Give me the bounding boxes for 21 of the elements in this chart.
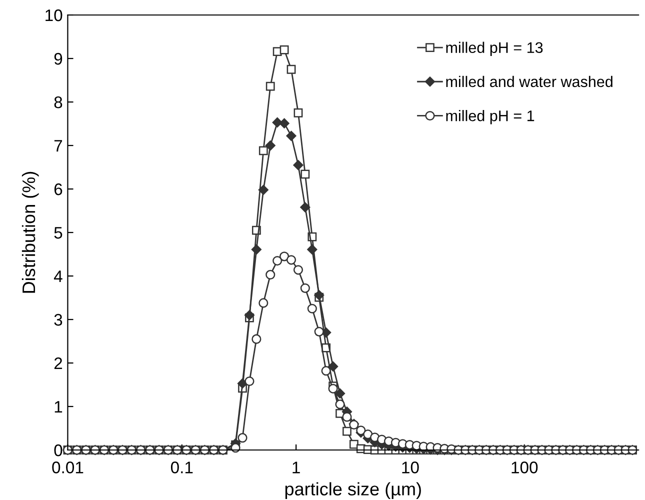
x-tick-label: 0.01 xyxy=(52,462,84,474)
x-tick-label: 1 xyxy=(292,462,300,474)
y-tick-label: 1 xyxy=(54,401,62,413)
y-tick-label: 0 xyxy=(54,444,62,456)
y-tick-label: 7 xyxy=(54,140,62,152)
y-tick-label: 3 xyxy=(54,314,62,326)
y-tick-label: 2 xyxy=(54,357,62,370)
x-tick-label: 10 xyxy=(402,462,419,474)
y-tick-label: 6 xyxy=(54,183,62,196)
legend-label: milled and water washed xyxy=(446,76,612,88)
x-tick-label: 0.1 xyxy=(170,462,193,474)
y-tick-label: 8 xyxy=(54,96,62,108)
x-tick-label: 100 xyxy=(512,462,538,474)
y-tick-label: 4 xyxy=(54,270,62,282)
legend-label: milled pH = 1 xyxy=(446,110,534,124)
y-tick-label: 10 xyxy=(46,9,62,22)
y-axis-title: Distribution (%) xyxy=(22,172,39,293)
y-tick-label: 9 xyxy=(54,52,62,65)
legend-label: milled pH = 13 xyxy=(446,42,543,56)
x-axis-title: particle size (µm) xyxy=(285,482,421,500)
y-tick-label: 5 xyxy=(54,227,62,239)
